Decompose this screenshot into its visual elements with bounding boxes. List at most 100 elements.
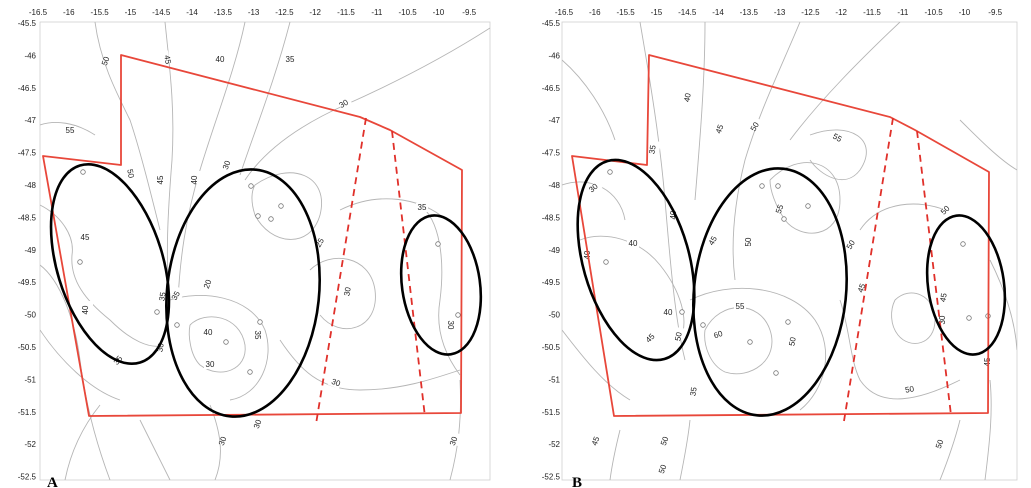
contour-value-label: 50 — [744, 237, 753, 246]
contour-value-label: 45 — [590, 435, 602, 447]
map-frame — [561, 21, 1018, 481]
highlight-ellipse-east — [399, 214, 483, 356]
contour-value-label: 50 — [787, 336, 798, 347]
x-tick-label: -11 — [371, 8, 383, 17]
station-marker — [154, 309, 160, 315]
y-tick-label: -52.5 — [542, 473, 561, 482]
y-tick-label: -50.5 — [18, 343, 37, 352]
x-tick-label: -11 — [897, 8, 909, 17]
x-tick-label: -15 — [125, 8, 137, 17]
contour-label-backdrop — [662, 308, 674, 317]
station-marker — [255, 213, 261, 219]
contour-label-backdrop — [219, 431, 232, 447]
contour-label-backdrop — [159, 50, 170, 64]
y-axis-ticks: -45.5 -46 -46.5 -47 -47.5 -48 -48.5 -49 -49.5 -50… — [542, 19, 561, 482]
station-marker — [174, 322, 180, 328]
y-tick-label: -48 — [548, 181, 560, 190]
contour-label-backdrop — [685, 88, 696, 102]
contour-value-label: 50 — [125, 168, 136, 179]
contour-label-backdrop — [84, 301, 93, 313]
contour-value-label: 45 — [856, 282, 868, 294]
contour-label-backdrop — [587, 180, 603, 195]
contour-lines — [562, 22, 1017, 480]
highlight-ellipse-center — [165, 168, 321, 418]
contour-label-backdrop — [337, 96, 353, 111]
station-markers — [77, 169, 461, 375]
y-tick-label: -47.5 — [542, 149, 561, 158]
station-marker — [785, 319, 791, 325]
contour-label-backdrop — [159, 171, 168, 183]
contour-label-backdrop — [661, 431, 674, 447]
map-panel-a: -16.5 -16 -15.5 -15 -14.5 -14 -13.5 -13 -12.5 -12… — [18, 8, 491, 488]
contour-value-label: 30 — [330, 377, 342, 389]
station-marker — [603, 259, 609, 265]
contour-label-backdrop — [102, 51, 115, 67]
contour-label-backdrop — [122, 164, 133, 178]
contour-value-label: 40 — [204, 328, 213, 337]
station-marker — [805, 203, 811, 209]
station-marker — [775, 183, 781, 189]
contour-label-backdrop — [592, 431, 605, 447]
contour-label-backdrop — [734, 302, 746, 311]
y-tick-label: -50 — [548, 311, 560, 320]
station-marker — [257, 319, 263, 325]
contour-value-label: 30 — [938, 315, 947, 324]
contour-value-label: 50 — [934, 438, 946, 450]
contour-value-label: 55 — [736, 302, 745, 311]
station-marker — [781, 216, 787, 222]
station-marker — [268, 216, 274, 222]
y-tick-label: -47 — [548, 116, 560, 125]
contour-label-backdrop — [64, 126, 76, 135]
station-marker — [223, 339, 229, 345]
y-tick-label: -52 — [548, 440, 560, 449]
y-tick-label: -51 — [24, 375, 36, 384]
y-tick-label: -50.5 — [542, 343, 561, 352]
contour-label-backdrop — [193, 171, 202, 183]
y-tick-label: -46 — [548, 51, 560, 60]
contour-value-label: 50 — [904, 384, 915, 395]
contour-value-label: 50 — [657, 463, 669, 475]
y-tick-label: -51 — [548, 375, 560, 384]
contour-label-backdrop — [650, 140, 661, 154]
contour-value-label: 55 — [774, 203, 786, 215]
y-tick-label: -47.5 — [18, 149, 37, 158]
contour-value-label: 40 — [216, 55, 225, 64]
contour-value-label: 30 — [217, 435, 229, 447]
contour-label-backdrop — [327, 376, 343, 389]
dashed-divider — [916, 130, 952, 416]
y-tick-label: -49.5 — [542, 278, 561, 287]
panel-label: A — [47, 475, 58, 488]
contour-label-backdrop — [214, 55, 226, 64]
x-tick-label: -14 — [712, 8, 724, 17]
contour-label-backdrop — [79, 233, 91, 242]
contour-value-label: 60 — [712, 329, 724, 341]
contour-label-backdrop — [936, 434, 949, 450]
contour-value-label: 50 — [100, 55, 112, 67]
contour-label-backdrop — [627, 239, 639, 248]
x-tick-label: -15.5 — [616, 8, 635, 17]
contour-value-label: 40 — [81, 305, 90, 314]
contour-label-backdrop — [223, 155, 236, 171]
contour-label-backdrop — [790, 332, 801, 346]
x-tick-label: -13 — [774, 8, 786, 17]
contour-label-backdrop — [204, 274, 217, 290]
contour-label-backdrop — [202, 328, 214, 337]
contour-value-label: 40 — [669, 210, 678, 219]
y-tick-label: -51.5 — [18, 408, 37, 417]
contour-value-label: 35 — [253, 331, 262, 340]
y-tick-label: -49 — [24, 246, 36, 255]
contour-label-backdrop — [250, 326, 259, 338]
contour-value-label: 30 — [252, 418, 264, 430]
contour-label-backdrop — [204, 360, 216, 369]
station-marker — [455, 312, 461, 318]
contour-value-label: 30 — [446, 321, 455, 330]
y-tick-label: -45.5 — [542, 19, 561, 28]
y-tick-label: -46.5 — [18, 84, 37, 93]
highlight-ellipse-west — [49, 162, 171, 366]
contour-value-label: 50 — [659, 435, 671, 447]
station-marker — [700, 322, 706, 328]
dashed-divider — [315, 117, 367, 425]
contour-label-backdrop — [345, 282, 356, 296]
x-tick-label: -15 — [651, 8, 663, 17]
contour-label-backdrop — [941, 288, 952, 302]
